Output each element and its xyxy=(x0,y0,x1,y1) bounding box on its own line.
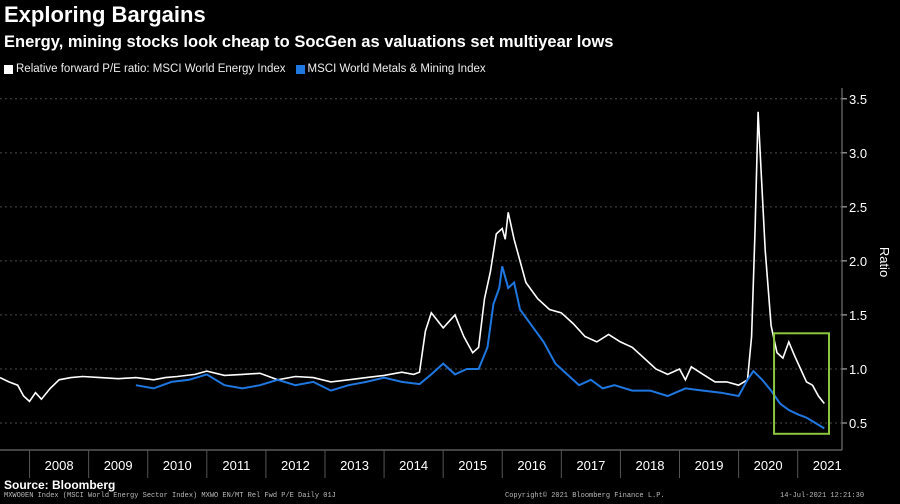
footer-ticker: MXWO0EN Index (MSCI World Energy Sector … xyxy=(4,492,336,500)
legend-swatch-energy xyxy=(4,64,13,74)
y-tick-label: 1.0 xyxy=(849,362,867,377)
legend-label-mining: MSCI World Metals & Mining Index xyxy=(307,63,486,75)
y-tick-label: 0.5 xyxy=(849,416,867,431)
y-tick-label: 3.5 xyxy=(849,92,867,107)
x-tick-label: 2014 xyxy=(399,458,428,473)
highlight-box xyxy=(773,332,831,435)
series-line-mining xyxy=(135,266,825,430)
x-tick-label: 2012 xyxy=(281,458,310,473)
footer-timestamp: 14-Jul-2021 12:21:30 xyxy=(780,492,865,500)
footer-copyright: Copyright© 2021 Bloomberg Finance L.P. xyxy=(505,492,665,500)
y-tick-label: 2.0 xyxy=(849,254,867,269)
y-axis-title: Ratio xyxy=(877,247,892,277)
x-axis-labels: 2008 2009 2010 2011 2012 2013 2014 2015 2016 2017… xyxy=(45,458,842,473)
x-tick-label: 2019 xyxy=(695,458,724,473)
legend: Relative forward P/E ratio: MSCI World E… xyxy=(4,63,496,75)
source-note: Source: Bloomberg xyxy=(4,478,116,492)
series-line-energy xyxy=(0,111,825,404)
x-tick-label: 2013 xyxy=(340,458,369,473)
x-tick-label: 2009 xyxy=(104,458,133,473)
chart-title: Exploring Bargains xyxy=(4,2,206,27)
legend-swatch-mining xyxy=(295,64,305,74)
x-tick-label: 2021 xyxy=(813,458,842,473)
y-tick-label: 1.5 xyxy=(849,308,867,323)
x-tick-label: 2015 xyxy=(458,458,487,473)
x-tick-label: 2017 xyxy=(576,458,605,473)
x-tick-label: 2018 xyxy=(636,458,665,473)
x-tick-label: 2010 xyxy=(163,458,192,473)
x-tick-label: 2008 xyxy=(45,458,74,473)
y-tick-label: 2.5 xyxy=(849,200,867,215)
x-tick-label: 2020 xyxy=(754,458,783,473)
grid-lines xyxy=(0,88,847,478)
x-tick-label: 2011 xyxy=(222,458,250,473)
legend-item-mining: MSCI World Metals & Mining Index xyxy=(295,63,486,75)
y-axis-labels: 0.5 1.0 1.5 2.0 2.5 3.0 3.5 xyxy=(849,92,867,431)
legend-item-energy: Relative forward P/E ratio: MSCI World E… xyxy=(4,63,286,75)
x-tick-label: 2016 xyxy=(517,458,546,473)
legend-label-energy: Relative forward P/E ratio: MSCI World E… xyxy=(16,63,286,75)
chart-subtitle: Energy, mining stocks look cheap to SocG… xyxy=(4,33,614,51)
y-tick-label: 3.0 xyxy=(849,146,867,161)
